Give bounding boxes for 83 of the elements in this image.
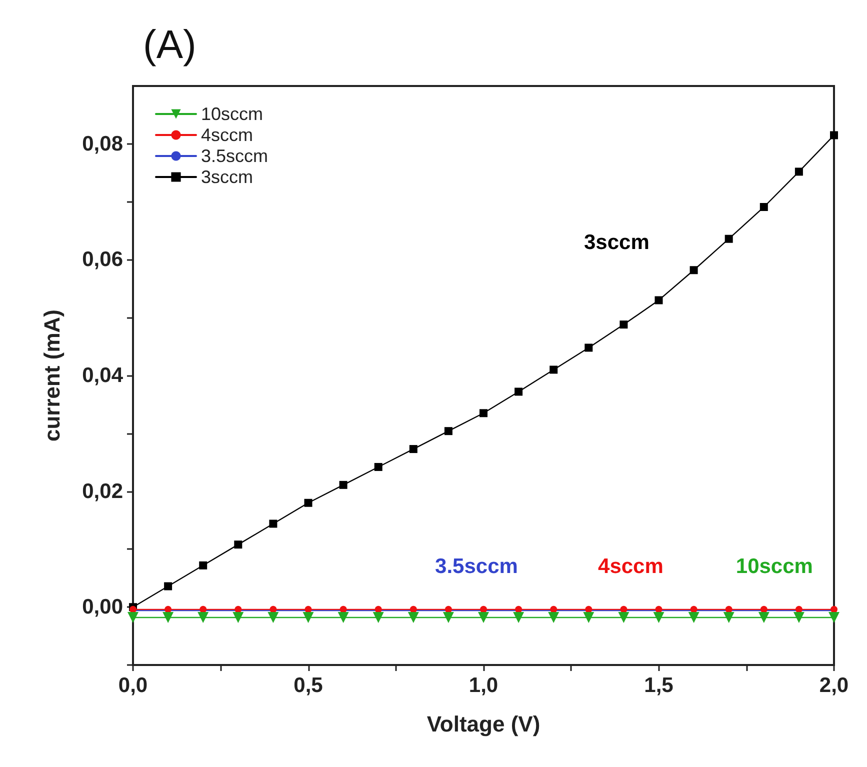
y-tick-label: 0,04: [82, 364, 124, 387]
point: [585, 606, 592, 613]
point: [234, 540, 242, 549]
x-tick-label: 1,5: [644, 674, 674, 697]
point: [653, 612, 664, 624]
point: [128, 612, 138, 624]
point: [513, 612, 524, 624]
y-tick-label: 0,02: [82, 480, 123, 503]
point: [442, 612, 454, 624]
point: [620, 606, 628, 613]
point: [162, 612, 174, 624]
point: [723, 612, 734, 624]
point: [548, 612, 560, 624]
point: [480, 606, 487, 613]
point: [724, 234, 733, 243]
point: [374, 606, 382, 613]
point: [618, 612, 630, 624]
point: [830, 131, 838, 140]
point: [583, 612, 594, 624]
chart-title: (A): [143, 23, 196, 67]
point: [200, 606, 207, 613]
point: [760, 203, 768, 212]
point: [480, 409, 488, 418]
point: [515, 606, 522, 613]
point: [130, 606, 136, 613]
point: [444, 427, 452, 436]
point: [654, 296, 663, 304]
point: [304, 606, 312, 613]
y-tick-label: 0,08: [82, 132, 124, 156]
point: [164, 606, 172, 613]
point: [302, 612, 314, 624]
legend-label: 3sccm: [201, 167, 254, 187]
point: [409, 445, 418, 454]
point: [198, 612, 209, 624]
point: [688, 612, 700, 624]
point: [164, 582, 172, 590]
point: [795, 606, 802, 613]
annotation: 10sccm: [736, 555, 813, 578]
point: [408, 612, 419, 624]
annotation: 4sccm: [598, 555, 664, 578]
x-axis-title: Voltage (V): [426, 712, 540, 736]
point: [232, 612, 244, 624]
y-tick-label: 0,00: [82, 596, 123, 619]
point: [514, 388, 523, 396]
annotation: 3sccm: [584, 230, 650, 254]
point: [478, 612, 489, 624]
point: [372, 612, 384, 624]
point: [794, 168, 803, 176]
point: [758, 612, 770, 624]
point: [828, 612, 840, 624]
point: [410, 606, 417, 613]
x-tick-label: 0,0: [118, 674, 148, 697]
point: [690, 266, 698, 274]
point: [268, 612, 279, 624]
x-tick-label: 1,0: [468, 674, 498, 697]
point: [444, 606, 452, 613]
point: [234, 606, 242, 613]
x-tick-label: 2,0: [819, 674, 849, 697]
legend-label: 4sccm: [201, 125, 254, 145]
y-axis-title: current (mA): [40, 309, 64, 442]
point: [270, 606, 277, 613]
x-tick-label: 0,5: [294, 674, 324, 697]
point: [655, 606, 662, 613]
point: [199, 561, 208, 570]
point: [793, 612, 804, 624]
point: [339, 480, 348, 489]
legend-label: 3.5sccm: [201, 146, 268, 166]
legend-label: 10sccm: [201, 104, 264, 124]
point: [269, 520, 278, 528]
annotation: 3.5sccm: [435, 555, 518, 578]
point: [338, 612, 349, 624]
point: [760, 606, 768, 613]
point: [830, 606, 838, 613]
point: [550, 366, 558, 374]
y-tick-label: 0,06: [82, 248, 123, 272]
point: [620, 320, 628, 329]
point: [374, 462, 382, 471]
point: [584, 344, 593, 352]
point: [550, 606, 558, 613]
point: [304, 498, 312, 507]
point: [725, 606, 732, 613]
point: [690, 606, 698, 613]
point: [340, 606, 347, 613]
